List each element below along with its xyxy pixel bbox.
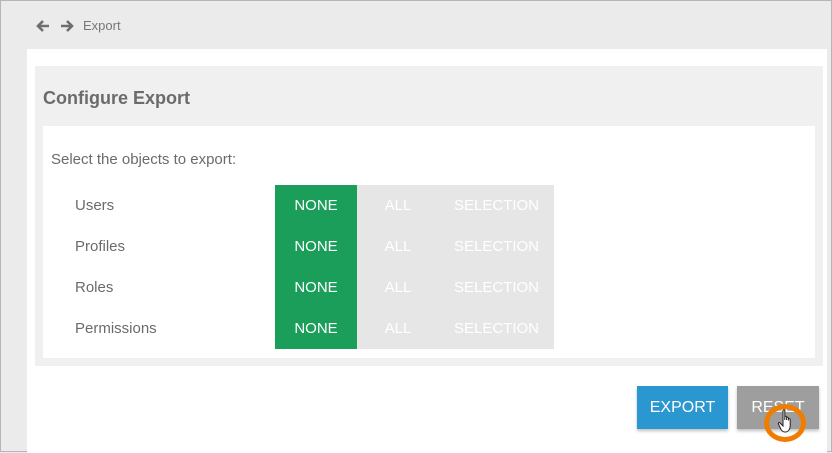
- export-row-users: Users NONE ALL SELECTION: [43, 185, 815, 226]
- row-label: Users: [75, 197, 115, 214]
- object-selection-box: Select the objects to export: Users NONE A…: [43, 126, 815, 358]
- arrow-right-icon[interactable]: [59, 18, 75, 34]
- top-bar: Export: [1, 1, 832, 49]
- breadcrumb: Export: [83, 18, 121, 33]
- export-row-roles: Roles NONE ALL SELECTION: [43, 267, 815, 308]
- option-all[interactable]: ALL: [357, 267, 439, 308]
- option-none[interactable]: NONE: [275, 308, 357, 349]
- option-all[interactable]: ALL: [357, 226, 439, 267]
- hand-cursor-icon: [777, 409, 791, 433]
- option-none[interactable]: NONE: [275, 226, 357, 267]
- row-label: Profiles: [75, 238, 126, 255]
- configure-export-panel: Configure Export Select the objects to e…: [35, 66, 823, 366]
- export-row-profiles: Profiles NONE ALL SELECTION: [43, 226, 815, 267]
- click-highlight: [764, 404, 806, 442]
- panel-title: Configure Export: [43, 88, 190, 108]
- row-label: Roles: [75, 279, 114, 296]
- export-button[interactable]: EXPORT: [637, 386, 728, 429]
- option-selection[interactable]: SELECTION: [439, 308, 554, 349]
- row-label: Permissions: [75, 320, 157, 337]
- option-selection[interactable]: SELECTION: [439, 185, 554, 226]
- option-none[interactable]: NONE: [275, 267, 357, 308]
- option-selection[interactable]: SELECTION: [439, 226, 554, 267]
- prompt-text: Select the objects to export:: [51, 151, 237, 168]
- option-all[interactable]: ALL: [357, 185, 439, 226]
- option-none[interactable]: NONE: [275, 185, 357, 226]
- option-all[interactable]: ALL: [357, 308, 439, 349]
- page-content: Configure Export Select the objects to e…: [27, 49, 827, 453]
- export-row-permissions: Permissions NONE ALL SELECTION: [43, 308, 815, 349]
- option-selection[interactable]: SELECTION: [439, 267, 554, 308]
- arrow-left-icon[interactable]: [35, 18, 51, 34]
